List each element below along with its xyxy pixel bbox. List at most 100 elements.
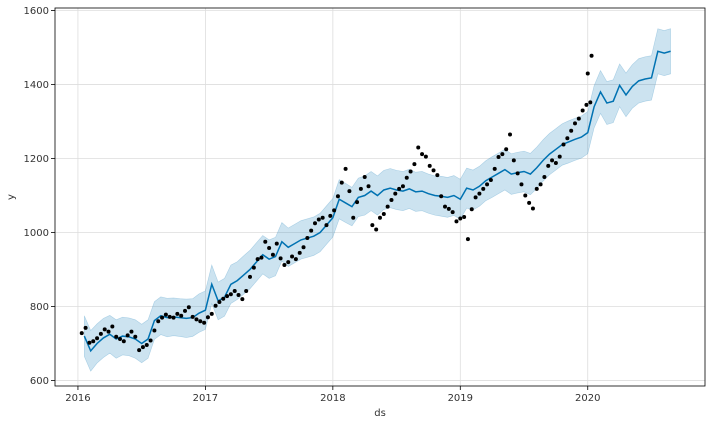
x-tick-label: 2020 bbox=[575, 393, 600, 404]
observed-point bbox=[400, 184, 405, 189]
observed-point bbox=[297, 250, 302, 255]
observed-point bbox=[589, 53, 594, 58]
observed-point bbox=[397, 186, 402, 191]
observed-point bbox=[481, 186, 486, 191]
observed-point bbox=[435, 173, 440, 178]
observed-point bbox=[163, 312, 168, 317]
observed-point bbox=[332, 208, 337, 213]
observed-point bbox=[473, 195, 478, 200]
observed-point bbox=[465, 237, 470, 242]
observed-point bbox=[286, 260, 291, 265]
observed-point bbox=[125, 333, 130, 338]
observed-point bbox=[381, 212, 386, 217]
observed-point bbox=[423, 154, 428, 159]
observed-point bbox=[477, 191, 482, 196]
observed-point bbox=[255, 257, 260, 262]
x-tick-label: 2017 bbox=[193, 393, 218, 404]
observed-point bbox=[309, 228, 314, 233]
observed-point bbox=[584, 102, 589, 107]
observed-point bbox=[106, 329, 111, 334]
observed-point bbox=[152, 328, 157, 333]
observed-point bbox=[561, 142, 566, 147]
observed-point bbox=[358, 186, 363, 191]
y-tick-label: 1200 bbox=[24, 154, 49, 165]
observed-point bbox=[202, 320, 207, 325]
observed-point bbox=[542, 175, 547, 180]
observed-point bbox=[274, 241, 279, 246]
observed-point bbox=[328, 213, 333, 218]
observed-point bbox=[267, 246, 272, 251]
observed-point bbox=[270, 252, 275, 257]
observed-point bbox=[431, 168, 436, 173]
observed-point bbox=[175, 311, 180, 316]
observed-point bbox=[118, 337, 122, 342]
observed-point bbox=[454, 219, 459, 224]
observed-point bbox=[282, 263, 287, 268]
observed-point bbox=[290, 254, 295, 259]
observed-point bbox=[378, 215, 382, 220]
y-tick-label: 1400 bbox=[24, 80, 49, 91]
y-tick-label: 600 bbox=[30, 376, 49, 387]
observed-point bbox=[140, 345, 145, 350]
observed-point bbox=[550, 158, 555, 163]
grid-lines bbox=[55, 8, 705, 386]
observed-point bbox=[504, 147, 509, 152]
observed-point bbox=[508, 132, 512, 137]
observed-point bbox=[137, 348, 142, 353]
observed-point bbox=[251, 265, 256, 270]
observed-point bbox=[488, 177, 493, 182]
observed-point bbox=[569, 128, 574, 133]
observed-point bbox=[83, 325, 88, 330]
observed-point bbox=[565, 136, 570, 141]
observed-point bbox=[496, 155, 501, 160]
observed-point bbox=[221, 296, 226, 301]
observed-point bbox=[385, 204, 390, 209]
observed-point bbox=[351, 215, 356, 220]
observed-point bbox=[370, 223, 375, 228]
observed-point bbox=[553, 160, 558, 165]
observed-point bbox=[133, 334, 138, 339]
observed-point bbox=[217, 300, 222, 305]
observed-point bbox=[209, 311, 214, 316]
observed-point bbox=[225, 294, 230, 299]
x-tick-label: 2018 bbox=[320, 393, 345, 404]
observed-point bbox=[374, 227, 379, 232]
forecast-line bbox=[83, 50, 671, 353]
observed-point bbox=[511, 158, 516, 163]
observed-point bbox=[404, 175, 409, 180]
observed-point bbox=[102, 327, 107, 332]
observed-point bbox=[588, 100, 593, 105]
observed-point bbox=[355, 200, 360, 205]
observed-point bbox=[91, 339, 96, 344]
observed-point bbox=[259, 255, 264, 260]
observed-point bbox=[190, 314, 195, 319]
observed-point bbox=[114, 334, 119, 339]
observed-point bbox=[458, 216, 463, 221]
y-tick-label: 1600 bbox=[24, 6, 49, 17]
plot-frame bbox=[54, 7, 706, 387]
observed-point bbox=[515, 171, 520, 176]
observed-point bbox=[263, 239, 268, 244]
observed-points bbox=[79, 53, 594, 353]
observed-point bbox=[301, 245, 306, 250]
observed-point bbox=[585, 71, 590, 76]
x-tick-label: 2016 bbox=[65, 393, 90, 404]
observed-point bbox=[198, 319, 203, 324]
observed-point bbox=[324, 223, 329, 228]
observed-point bbox=[420, 152, 425, 157]
observed-point bbox=[313, 221, 317, 226]
observed-point bbox=[446, 206, 451, 211]
observed-point bbox=[148, 338, 153, 343]
observed-point bbox=[347, 189, 352, 194]
observed-point bbox=[79, 331, 84, 336]
observed-point bbox=[305, 236, 310, 241]
observed-point bbox=[523, 193, 528, 198]
observed-point bbox=[450, 210, 455, 215]
y-axis-ticks: 600 800 1000 1200 1400 1600 bbox=[24, 6, 55, 387]
observed-point bbox=[339, 180, 344, 185]
observed-point bbox=[443, 204, 447, 209]
observed-point bbox=[205, 315, 210, 320]
plot-background bbox=[55, 8, 705, 386]
observed-point bbox=[527, 200, 532, 205]
